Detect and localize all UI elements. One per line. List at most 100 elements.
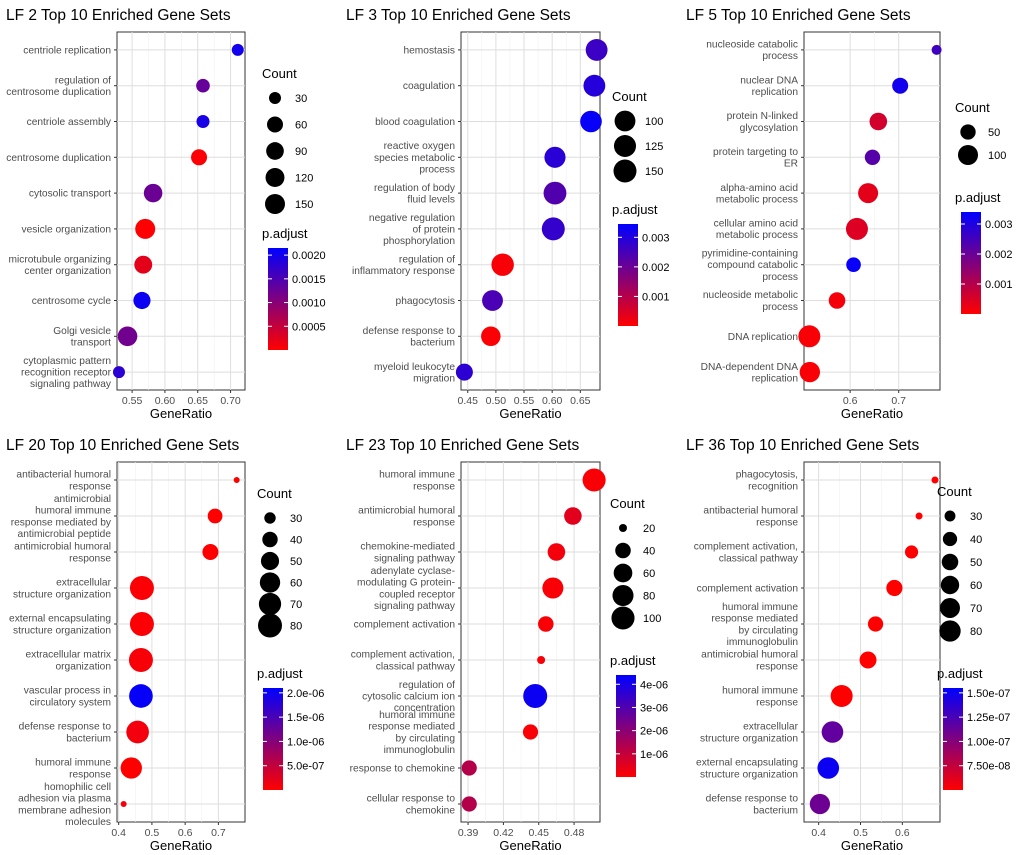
count-legend-title: Count [937, 484, 972, 499]
count-legend-title: Count [955, 100, 990, 115]
y-tick-label: complement activation, classical pathway [694, 542, 799, 565]
data-point [886, 579, 903, 597]
count-legend-label: 50 [290, 556, 302, 568]
chart-title: LF 23 Top 10 Enriched Gene Sets [346, 437, 579, 454]
data-point [191, 149, 208, 166]
count-legend-dot [258, 613, 282, 638]
data-point [564, 507, 582, 525]
y-tick-label: complement activation [354, 620, 455, 631]
data-point [864, 149, 881, 165]
y-tick-label: extracellular matrix organization [26, 650, 112, 673]
count-legend-label: 80 [970, 626, 982, 638]
x-tick-label: 0.6 [178, 827, 193, 839]
x-tick-label: 0.70 [220, 395, 241, 407]
count-legend-dot [612, 584, 634, 607]
count-legend-label: 60 [643, 568, 655, 580]
x-tick-label: 0.39 [458, 827, 479, 839]
colorbar-tick-label: 0.002 [985, 249, 1013, 261]
chart-title: LF 2 Top 10 Enriched Gene Sets [6, 7, 231, 24]
count-legend-label: 150 [645, 166, 663, 178]
chart-title: LF 36 Top 10 Enriched Gene Sets [686, 437, 919, 454]
y-tick-label: humoral immune response [35, 758, 111, 781]
data-point [231, 43, 244, 56]
x-tick-label: 0.42 [493, 827, 514, 839]
y-tick-label: DNA replication [728, 332, 798, 343]
colorbar-tick-label: 5.0e-07 [287, 761, 324, 773]
x-tick-label: 0.45 [458, 395, 479, 407]
colorbar-tick-label: 0.002 [642, 262, 670, 274]
y-tick-label: antimicrobial humoral immune response medi… [11, 494, 112, 540]
count-legend-label: 40 [290, 535, 302, 547]
data-point [798, 325, 821, 348]
y-tick-label: chemokine-mediated signaling pathway [360, 542, 455, 565]
y-tick-label: humoral immune response mediated by circul… [368, 710, 455, 756]
data-point [126, 720, 149, 744]
data-point [892, 77, 909, 94]
y-tick-label: centriole assembly [27, 117, 112, 128]
x-axis-label: GeneRatio [841, 838, 903, 853]
count-legend-dot [613, 563, 633, 583]
data-point [867, 616, 884, 632]
data-point [541, 217, 565, 241]
chart-title: LF 20 Top 10 Enriched Gene Sets [6, 437, 239, 454]
colorbar [263, 688, 283, 790]
data-point [544, 146, 566, 168]
padj-legend-title: p.adjust [610, 653, 656, 668]
data-point [580, 110, 602, 133]
data-point [134, 255, 153, 274]
colorbar-tick-label: 0.0010 [292, 298, 326, 310]
grid [461, 462, 600, 822]
x-tick-label: 0.55 [122, 395, 143, 407]
y-tick-label: extracellular structure organization [13, 578, 112, 601]
y-tick-label: cytoplasmic pattern recognition receptor s… [21, 356, 112, 390]
y-tick-label: cellular amino acid metabolic process [714, 219, 799, 242]
data-point [461, 796, 477, 812]
colorbar-tick-label: 1.5e-06 [287, 712, 324, 724]
chart-panel-4: LF 20 Top 10 Enriched Gene Sets antibacte… [6, 437, 324, 853]
x-tick-label: 0.7 [891, 395, 906, 407]
colorbar-tick-label: 0.001 [985, 279, 1013, 291]
x-tick-label: 0.5 [145, 827, 160, 839]
colorbar-tick-label: 0.003 [642, 232, 670, 244]
count-legend-dot [613, 134, 637, 158]
count-legend-label: 150 [295, 199, 313, 211]
padj-legend-title: p.adjust [955, 190, 1001, 205]
y-tick-label: phagocytosis [396, 296, 455, 307]
count-legend-title: Count [262, 66, 297, 81]
y-tick-label: nucleoside metabolic process [703, 290, 798, 313]
data-point [830, 685, 853, 707]
y-tick-label: cellular response to chemokine [367, 794, 456, 817]
data-point [828, 292, 846, 309]
grid [804, 462, 940, 822]
x-tick-label: 0.65 [188, 395, 209, 407]
grid [117, 462, 245, 822]
count-legend-dot [957, 144, 979, 166]
data-point [522, 724, 539, 740]
count-legend-dot [267, 116, 283, 133]
data-point [120, 801, 127, 807]
y-tick-label: defense response to bacterium [706, 794, 799, 817]
data-point [542, 577, 564, 599]
count-legend-label: 40 [643, 546, 655, 558]
y-tick-label: vascular process in circulatory system [24, 686, 111, 709]
data-point [112, 366, 125, 379]
colorbar-tick-label: 1.00e-07 [967, 736, 1010, 748]
count-legend-label: 60 [970, 580, 982, 592]
colorbar-tick-label: 7.50e-08 [967, 761, 1010, 773]
y-tick-label: external encapsulating structure organiza… [9, 614, 111, 637]
count-legend-dot [611, 606, 635, 630]
y-tick-label: vesicle organization [22, 224, 111, 235]
y-tick-label: DNA-dependent DNA replication [701, 362, 799, 385]
count-legend-label: 30 [295, 93, 307, 105]
data-point [583, 74, 606, 97]
data-point [491, 253, 514, 276]
y-tick-label: humoral immune response mediated by circul… [711, 602, 798, 648]
data-point [455, 363, 473, 381]
colorbar-tick-label: 0.001 [642, 291, 670, 303]
data-point [482, 290, 503, 311]
grid [804, 32, 940, 390]
y-tick-label: antibacterial humoral response [16, 470, 111, 493]
count-legend-dot [258, 592, 282, 616]
y-tick-label: pyrimidine-containing compound catabolic p… [702, 249, 799, 283]
count-legend-dot [614, 110, 636, 132]
